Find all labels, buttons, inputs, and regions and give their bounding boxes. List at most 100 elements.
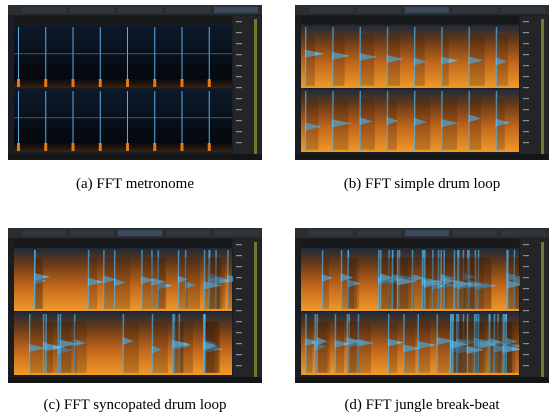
transient: [495, 27, 498, 87]
transient: [453, 250, 456, 310]
click: [153, 143, 157, 151]
burst: [28, 344, 46, 353]
burst: [113, 278, 126, 287]
scale-tick: [523, 131, 529, 133]
decay: [425, 257, 438, 309]
scale-tick: [523, 87, 529, 89]
scale-tick: [523, 365, 529, 367]
decay: [34, 257, 44, 309]
scale-tick: [236, 131, 242, 133]
scale-tick: [236, 32, 242, 34]
decay: [58, 321, 72, 373]
timeline: [14, 239, 232, 247]
burst: [411, 273, 424, 282]
scale-tick: [236, 87, 242, 89]
burst: [489, 337, 503, 346]
scale-tick: [236, 54, 242, 56]
transient: [181, 91, 183, 151]
transient: [99, 27, 101, 87]
transient: [502, 314, 505, 374]
scale-tick: [236, 98, 242, 100]
decay: [442, 98, 458, 150]
tab: [309, 7, 353, 13]
scale-tick: [523, 321, 529, 323]
burst: [495, 118, 510, 127]
tab: [214, 230, 258, 236]
decay: [415, 98, 431, 150]
scale-tick: [236, 244, 242, 246]
transient: [466, 250, 469, 310]
decay: [348, 257, 360, 309]
burst: [477, 340, 497, 349]
decay: [306, 98, 319, 150]
scale-tick: [236, 332, 242, 334]
decay: [438, 257, 447, 309]
decay: [387, 98, 397, 150]
decay: [204, 257, 220, 309]
scale-tick: [523, 288, 529, 290]
burst: [477, 281, 497, 290]
burst: [103, 275, 117, 284]
burst: [441, 56, 459, 65]
decay: [46, 321, 53, 373]
footer: [8, 377, 262, 383]
tab: [118, 7, 162, 13]
decay: [88, 257, 98, 309]
scale-tick: [236, 266, 242, 268]
decay: [475, 257, 491, 309]
decay: [104, 257, 115, 309]
burst: [495, 57, 507, 66]
transient: [28, 314, 31, 374]
transient: [403, 314, 405, 374]
burst: [321, 273, 333, 282]
scale-tick: [236, 65, 242, 67]
burst: [347, 279, 360, 288]
tab: [357, 7, 401, 13]
scale-tick: [523, 120, 529, 122]
meter: [541, 19, 544, 154]
click: [153, 79, 157, 87]
burst: [346, 337, 362, 346]
decay: [360, 34, 375, 86]
decay: [418, 321, 431, 373]
decay: [333, 34, 345, 86]
burst: [332, 51, 350, 60]
transient: [72, 27, 74, 87]
decay: [349, 321, 357, 373]
transient: [507, 250, 509, 310]
decay: [306, 34, 315, 86]
burst: [417, 341, 437, 350]
decay: [458, 321, 467, 373]
click: [180, 143, 184, 151]
footer: [295, 377, 549, 383]
decay: [152, 321, 168, 373]
decay: [469, 257, 484, 309]
decay: [469, 98, 482, 150]
decay: [306, 321, 313, 373]
decay: [442, 34, 449, 86]
burst: [357, 338, 374, 347]
decay: [496, 34, 508, 86]
scale-tick: [523, 98, 529, 100]
burst: [493, 344, 508, 353]
burst: [305, 338, 320, 347]
burst: [203, 281, 223, 290]
transient: [208, 27, 210, 87]
burst: [340, 273, 354, 282]
transient: [45, 27, 47, 87]
scale-tick: [236, 277, 242, 279]
decay: [388, 321, 398, 373]
timeline: [301, 16, 519, 24]
transient: [127, 91, 128, 151]
scale-tick: [236, 109, 242, 111]
tab: [166, 7, 210, 13]
tab: [22, 7, 66, 13]
burst: [386, 116, 399, 125]
decay: [228, 257, 236, 309]
scale-tick: [236, 310, 242, 312]
timeline: [301, 239, 519, 247]
scale-tick: [523, 299, 529, 301]
click: [17, 143, 20, 151]
decay: [457, 321, 473, 373]
